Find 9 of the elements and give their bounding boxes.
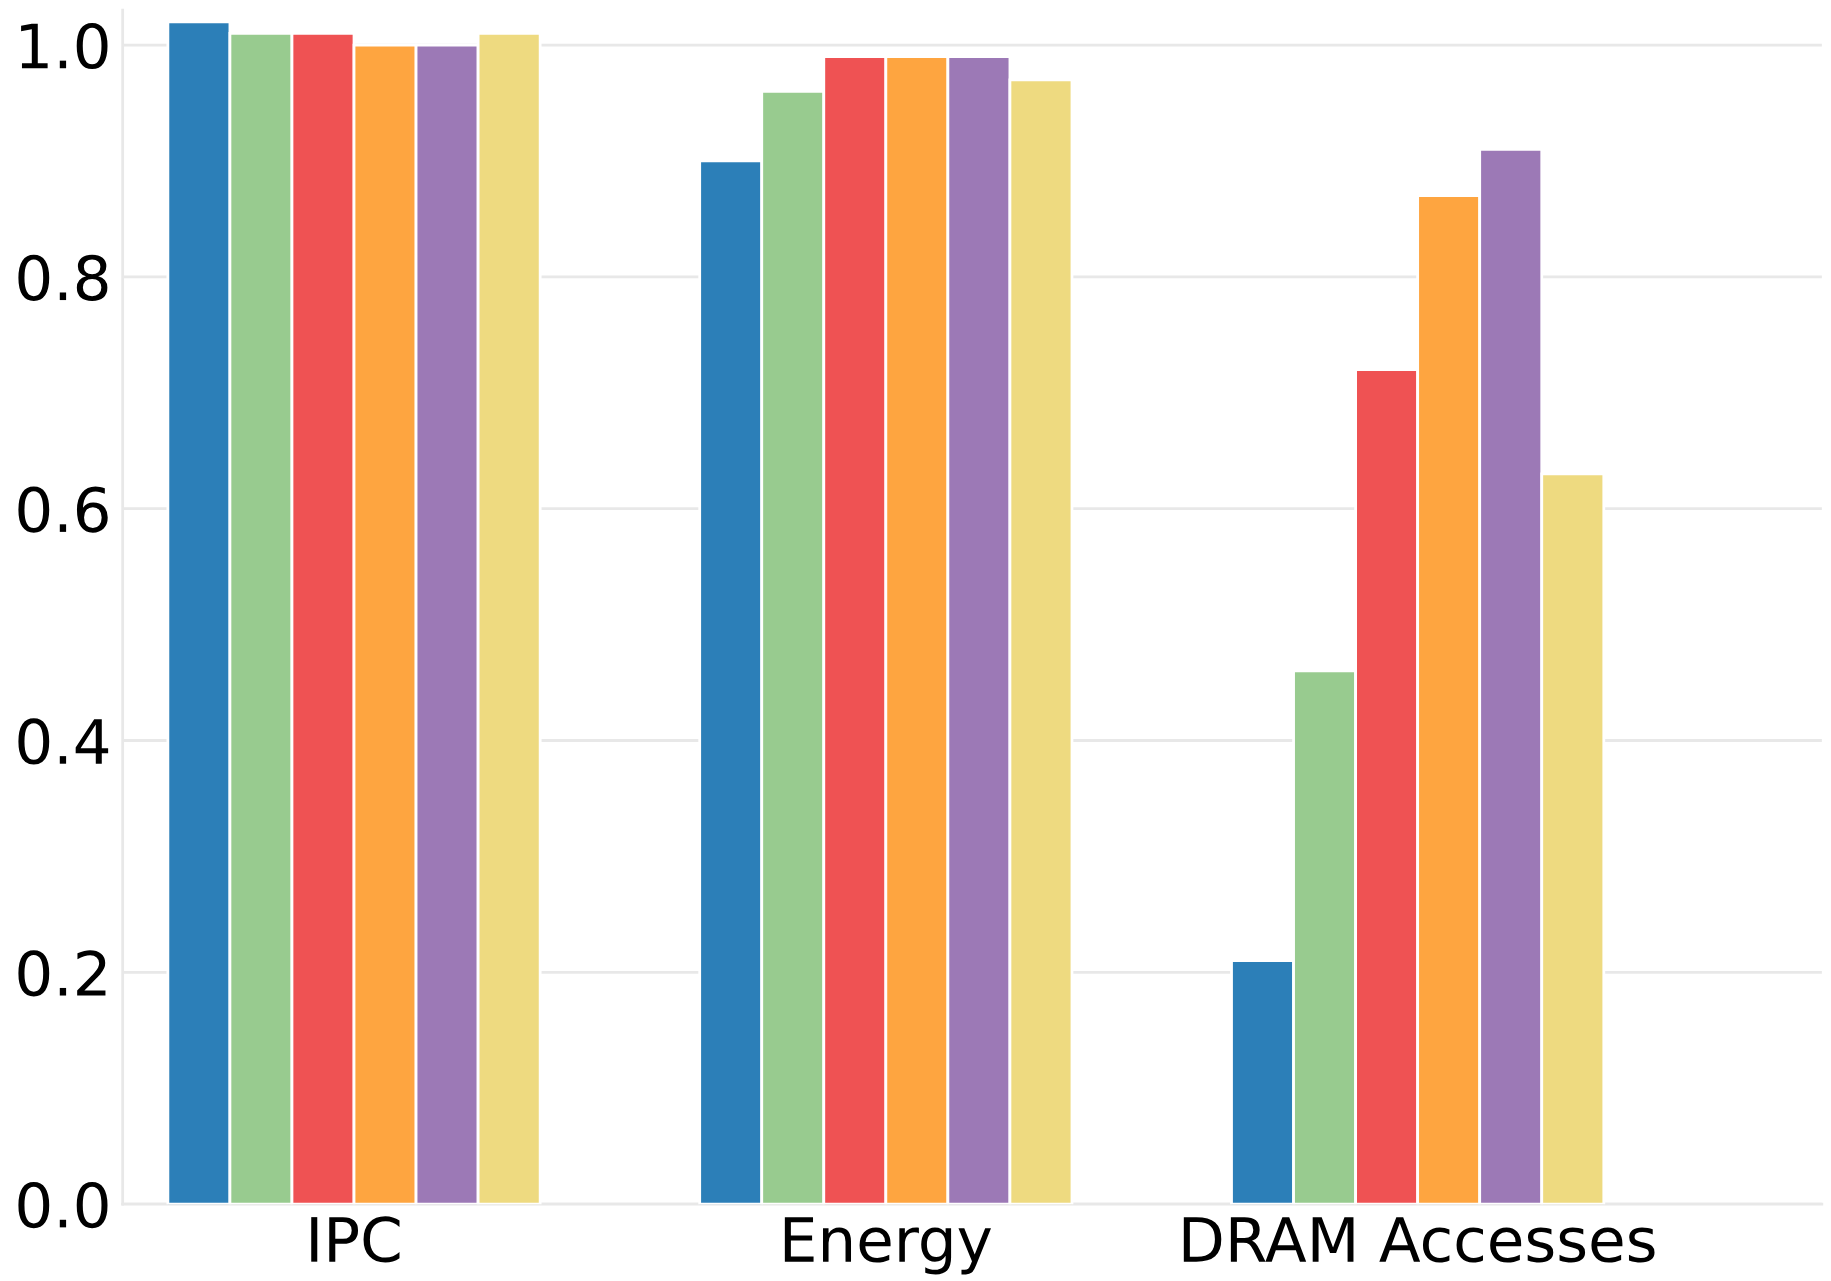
y-tick-label: 0.0 [18,1182,108,1229]
y-tick-label: 1.0 [21,22,108,70]
x-tick-label: IPC [311,1216,400,1263]
x-tick-label: Energy [784,1217,991,1275]
x-tick-label: DRAM Accesses [1183,1217,1655,1263]
y-tick-label: 0.8 [18,254,108,301]
y-tick-label: 0.6 [18,486,108,533]
y-tick-label: 0.2 [18,950,106,997]
y-tick-label: 0.4 [18,718,109,765]
